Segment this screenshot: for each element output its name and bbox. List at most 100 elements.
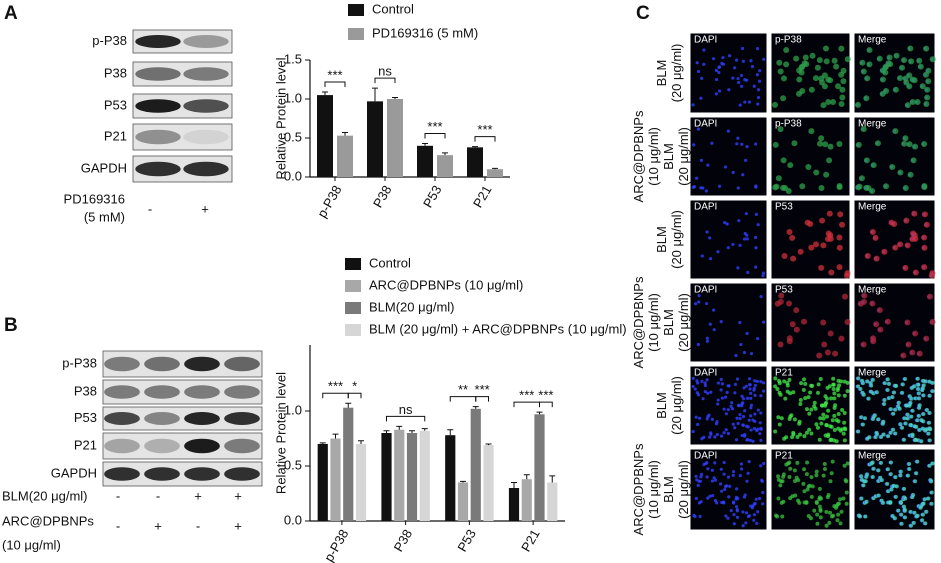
stain xyxy=(805,460,810,465)
nucleus xyxy=(708,322,712,326)
stain xyxy=(892,86,899,93)
error-bar xyxy=(372,87,378,102)
stain xyxy=(902,504,907,509)
stain xyxy=(774,513,779,518)
nucleus xyxy=(744,521,748,525)
stain xyxy=(902,264,909,271)
legend-swatch xyxy=(345,302,361,314)
row-label: BLM xyxy=(654,60,669,87)
x-tick-label: p-P38 xyxy=(314,183,344,221)
bar xyxy=(394,429,405,521)
nucleus xyxy=(747,377,752,381)
nucleus xyxy=(700,472,704,476)
error-bar xyxy=(442,152,448,156)
stain xyxy=(920,426,925,431)
stain xyxy=(818,515,823,520)
stain xyxy=(863,416,868,421)
nucleus xyxy=(694,415,698,419)
stain xyxy=(864,253,871,260)
blot-row-label: P21 xyxy=(74,437,97,452)
stain xyxy=(796,67,803,74)
nucleus xyxy=(735,416,739,420)
nucleus xyxy=(746,514,751,519)
stain xyxy=(814,64,821,71)
x-tick-label: p-P38 xyxy=(321,527,351,563)
stain xyxy=(920,502,925,507)
stain xyxy=(912,143,919,150)
stain xyxy=(907,45,914,52)
stain xyxy=(905,341,912,348)
stain xyxy=(808,128,815,135)
nucleus xyxy=(761,502,765,506)
stain xyxy=(891,483,896,488)
micrograph xyxy=(853,199,936,280)
stain xyxy=(793,479,798,484)
nucleus xyxy=(746,471,750,475)
stain xyxy=(915,376,920,381)
nucleus xyxy=(716,402,720,406)
stain xyxy=(793,326,800,333)
legend-label: Control xyxy=(372,1,414,16)
stain xyxy=(859,477,864,482)
bar xyxy=(367,101,383,177)
stain xyxy=(921,264,928,271)
stain xyxy=(919,83,926,90)
error-bar xyxy=(342,132,348,136)
stain xyxy=(827,520,832,525)
nucleus xyxy=(702,48,706,52)
stain xyxy=(776,477,781,482)
nucleus xyxy=(731,170,735,175)
stain xyxy=(912,424,917,429)
legend-swatch xyxy=(348,4,364,16)
stain xyxy=(809,431,814,436)
stain xyxy=(860,126,867,133)
stain xyxy=(915,459,920,464)
stain xyxy=(809,383,814,388)
nucleus xyxy=(726,408,730,412)
nucleus xyxy=(692,513,696,518)
stain xyxy=(839,509,844,514)
error-bar xyxy=(472,406,479,409)
nucleus xyxy=(753,412,757,416)
nucleus xyxy=(695,176,699,180)
stain xyxy=(864,499,869,504)
stain xyxy=(778,483,783,488)
nucleus xyxy=(738,320,742,325)
stain xyxy=(908,422,913,427)
error-bar xyxy=(492,167,498,170)
stain xyxy=(831,57,838,64)
stain xyxy=(930,461,935,466)
stain xyxy=(820,242,827,249)
stain xyxy=(801,481,806,486)
nucleus xyxy=(719,377,723,381)
nucleus xyxy=(741,401,745,405)
stain xyxy=(838,497,843,502)
nucleus xyxy=(739,73,744,78)
stain xyxy=(838,45,845,52)
bar xyxy=(470,408,481,521)
stain xyxy=(826,492,831,497)
micrograph xyxy=(689,32,768,114)
blot-band xyxy=(224,385,260,399)
stain xyxy=(832,396,837,401)
nucleus xyxy=(754,265,758,269)
nucleus xyxy=(691,376,695,380)
stain xyxy=(911,77,918,84)
nucleus xyxy=(754,212,759,216)
stain xyxy=(908,509,913,514)
nucleus xyxy=(745,237,749,241)
stain xyxy=(804,219,811,226)
stain xyxy=(819,421,824,426)
nucleus xyxy=(693,387,697,391)
stain xyxy=(903,496,908,501)
stain xyxy=(909,396,914,401)
significance-label: *** xyxy=(475,382,490,397)
stain xyxy=(772,101,779,108)
stain xyxy=(890,513,895,518)
stain xyxy=(822,462,827,467)
significance-label: *** xyxy=(327,67,342,82)
bar xyxy=(381,433,392,521)
stain xyxy=(823,171,830,178)
stain xyxy=(925,67,932,74)
significance-bracket xyxy=(324,81,346,87)
